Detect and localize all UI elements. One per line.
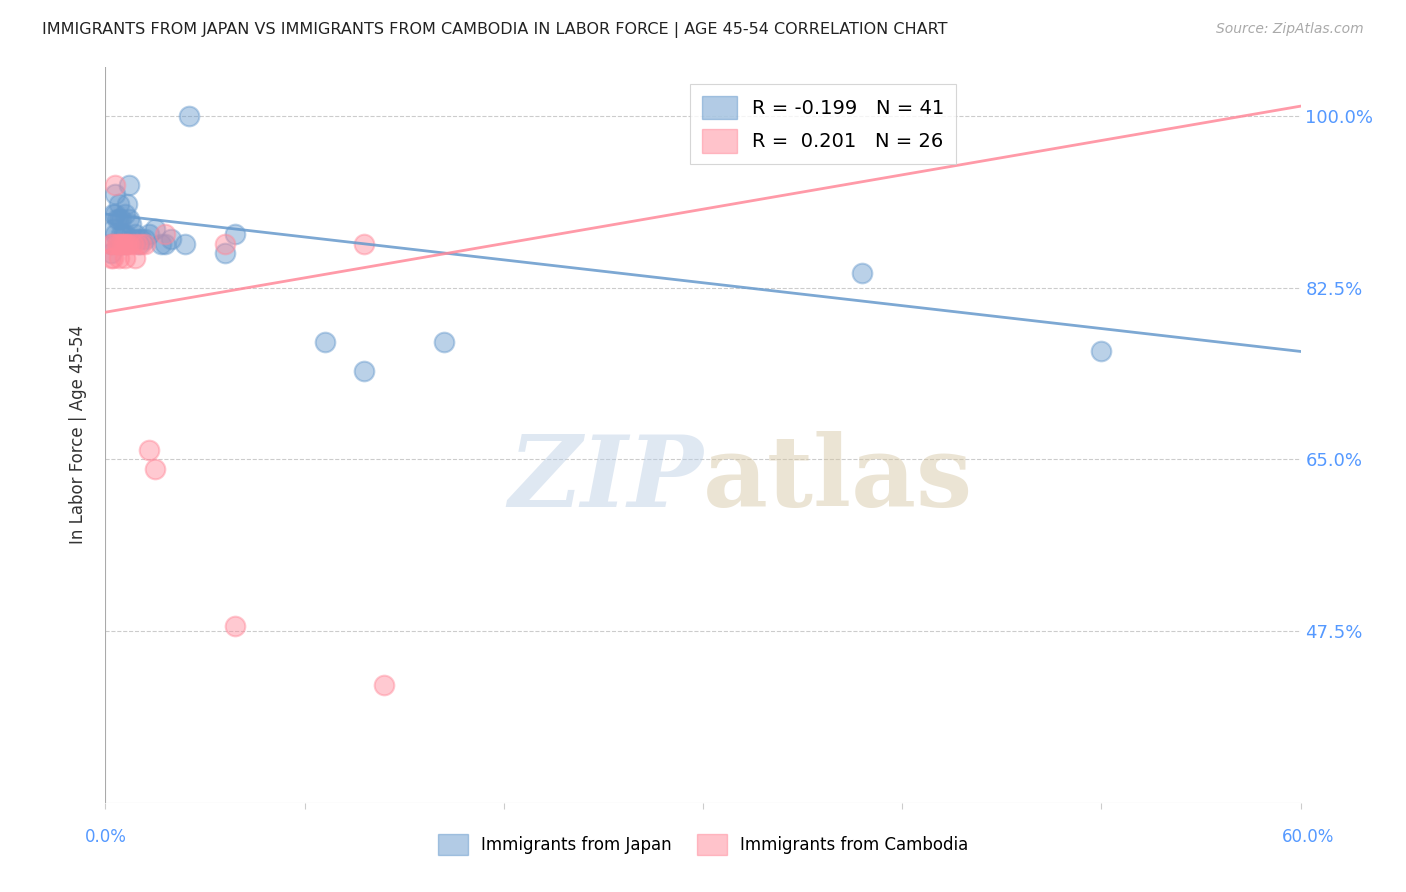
Point (100, 236, 122, 251)
Point (353, 364, 375, 378)
Point (129, 231, 153, 245)
Point (103, 222, 125, 236)
Point (104, 187, 127, 202)
Point (1090, 344, 1112, 359)
Point (104, 178, 127, 192)
Point (160, 231, 183, 245)
Y-axis label: In Labor Force | Age 45-54: In Labor Force | Age 45-54 (69, 326, 87, 544)
Text: 60.0%: 60.0% (1281, 828, 1334, 846)
Point (114, 252, 136, 266)
Point (214, 246, 236, 260)
Text: ZIP: ZIP (508, 431, 703, 527)
Point (124, 227, 146, 241)
Legend: Immigrants from Japan, Immigrants from Cambodia: Immigrants from Japan, Immigrants from C… (432, 828, 974, 862)
Point (103, 236, 125, 251)
Point (373, 678, 395, 692)
Point (110, 211, 132, 226)
Point (117, 197, 139, 211)
Point (214, 236, 236, 251)
Point (112, 227, 135, 241)
Point (117, 236, 139, 251)
Point (122, 231, 145, 245)
Point (153, 236, 177, 251)
Point (108, 236, 131, 251)
Point (110, 227, 132, 241)
Point (114, 236, 136, 251)
Point (138, 442, 160, 457)
Point (134, 236, 156, 251)
Point (100, 246, 122, 260)
Point (107, 236, 129, 251)
Text: Source: ZipAtlas.com: Source: ZipAtlas.com (1216, 22, 1364, 37)
Point (224, 619, 246, 633)
Point (118, 236, 141, 251)
Point (104, 207, 127, 221)
Point (177, 109, 201, 123)
Point (433, 334, 456, 349)
Point (353, 236, 375, 251)
Point (143, 222, 166, 236)
Point (314, 334, 336, 349)
Point (114, 207, 136, 221)
Point (143, 462, 166, 476)
Legend: R = -0.199   N = 41, R =  0.201   N = 26: R = -0.199 N = 41, R = 0.201 N = 26 (690, 84, 956, 164)
Point (104, 227, 127, 241)
Point (129, 236, 153, 251)
Point (128, 236, 150, 251)
Point (110, 236, 132, 251)
Point (100, 252, 122, 266)
Point (174, 236, 197, 251)
Point (108, 197, 131, 211)
Point (107, 211, 129, 226)
Point (153, 227, 177, 241)
Point (108, 252, 131, 266)
Point (120, 217, 142, 231)
Point (100, 236, 122, 251)
Point (103, 252, 125, 266)
Point (118, 178, 141, 192)
Point (118, 211, 141, 226)
Point (103, 207, 125, 221)
Point (138, 227, 160, 241)
Point (851, 266, 873, 280)
Point (124, 252, 146, 266)
Point (127, 231, 149, 245)
Text: 0.0%: 0.0% (84, 828, 127, 846)
Point (112, 236, 135, 251)
Point (114, 227, 136, 241)
Text: IMMIGRANTS FROM JAPAN VS IMMIGRANTS FROM CAMBODIA IN LABOR FORCE | AGE 45-54 COR: IMMIGRANTS FROM JAPAN VS IMMIGRANTS FROM… (42, 22, 948, 38)
Point (108, 211, 131, 226)
Point (114, 236, 136, 251)
Point (110, 236, 132, 251)
Point (122, 236, 145, 251)
Point (150, 236, 173, 251)
Point (127, 236, 149, 251)
Text: atlas: atlas (703, 431, 973, 527)
Point (134, 231, 156, 245)
Point (224, 227, 246, 241)
